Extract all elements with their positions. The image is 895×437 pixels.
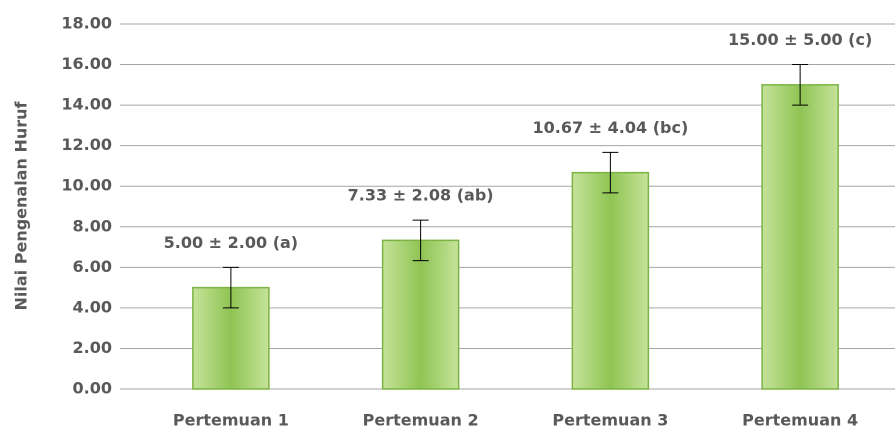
y-tick-label: 18.00	[61, 14, 112, 33]
y-tick-label: 0.00	[73, 379, 112, 398]
y-axis-title: Nilai Pengenalan Huruf	[12, 100, 31, 310]
chart: Nilai Pengenalan Huruf 0.00 2.00 4.00 6.00 8…	[0, 0, 895, 437]
data-label: 5.00 ± 2.00 (a)	[164, 233, 299, 252]
y-tick-label: 14.00	[61, 95, 112, 114]
data-label: 10.67 ± 4.04 (bc)	[532, 118, 688, 137]
y-tick-label: 8.00	[73, 216, 112, 235]
y-tick-label: 6.00	[73, 257, 112, 276]
y-tick-label: 10.00	[61, 176, 112, 195]
bar	[762, 85, 838, 389]
data-label: 15.00 ± 5.00 (c)	[728, 30, 872, 49]
x-tick-label: Pertemuan 3	[552, 411, 668, 430]
x-tick-label: Pertemuan 1	[173, 411, 289, 430]
y-tick-label: 16.00	[61, 54, 112, 73]
x-tick-label: Pertemuan 2	[363, 411, 479, 430]
bar	[383, 240, 459, 389]
x-tick-label: Pertemuan 4	[742, 411, 858, 430]
bar	[572, 173, 648, 389]
data-label: 7.33 ± 2.08 (ab)	[348, 186, 494, 205]
y-tick-label: 12.00	[61, 135, 112, 154]
y-tick-label: 2.00	[73, 338, 112, 357]
y-tick-label: 4.00	[73, 297, 112, 316]
